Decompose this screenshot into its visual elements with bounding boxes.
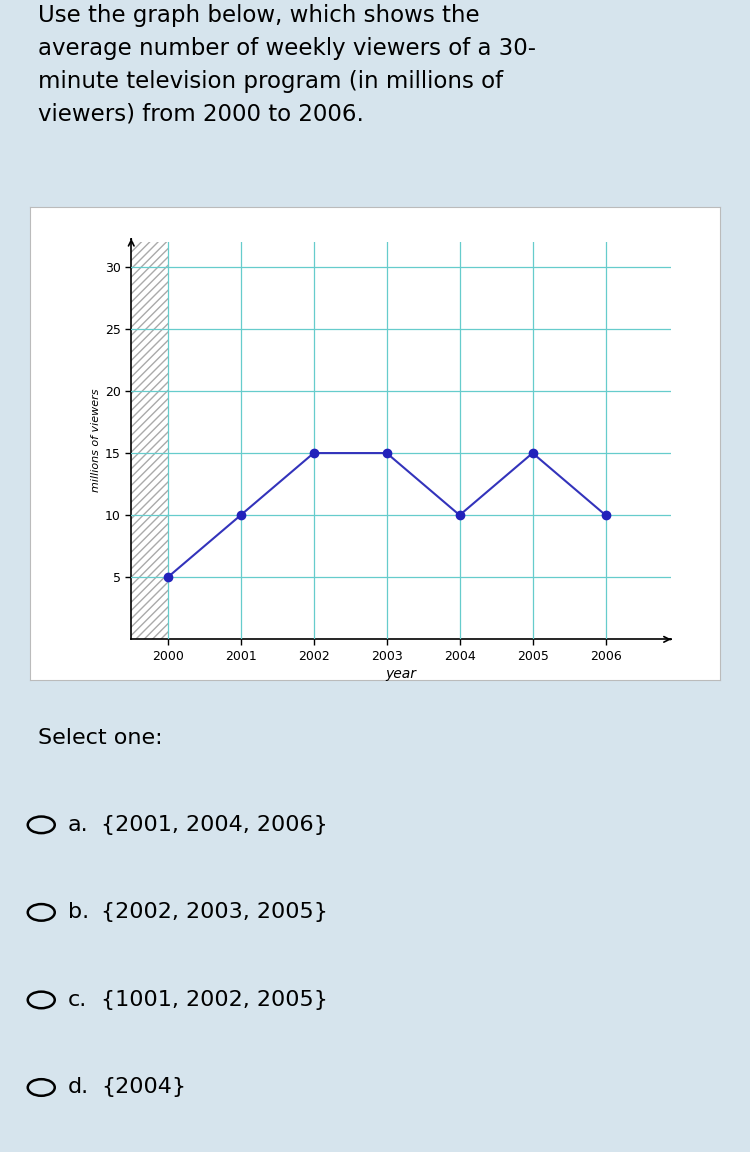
Text: {1001, 2002, 2005}: {1001, 2002, 2005} (101, 990, 328, 1010)
X-axis label: year: year (386, 667, 417, 681)
Text: {2004}: {2004} (101, 1077, 186, 1098)
Text: a.: a. (68, 814, 88, 835)
Text: Select one:: Select one: (38, 728, 162, 748)
Text: {2001, 2004, 2006}: {2001, 2004, 2006} (101, 814, 328, 835)
Y-axis label: millions of viewers: millions of viewers (91, 389, 101, 492)
Text: d.: d. (68, 1077, 88, 1098)
Text: {2002, 2003, 2005}: {2002, 2003, 2005} (101, 902, 328, 923)
Text: Use the graph below, which shows the
average number of weekly viewers of a 30-
m: Use the graph below, which shows the ave… (38, 3, 536, 126)
Text: c.: c. (68, 990, 87, 1010)
Bar (131, 242, 168, 639)
Text: b.: b. (68, 902, 88, 923)
